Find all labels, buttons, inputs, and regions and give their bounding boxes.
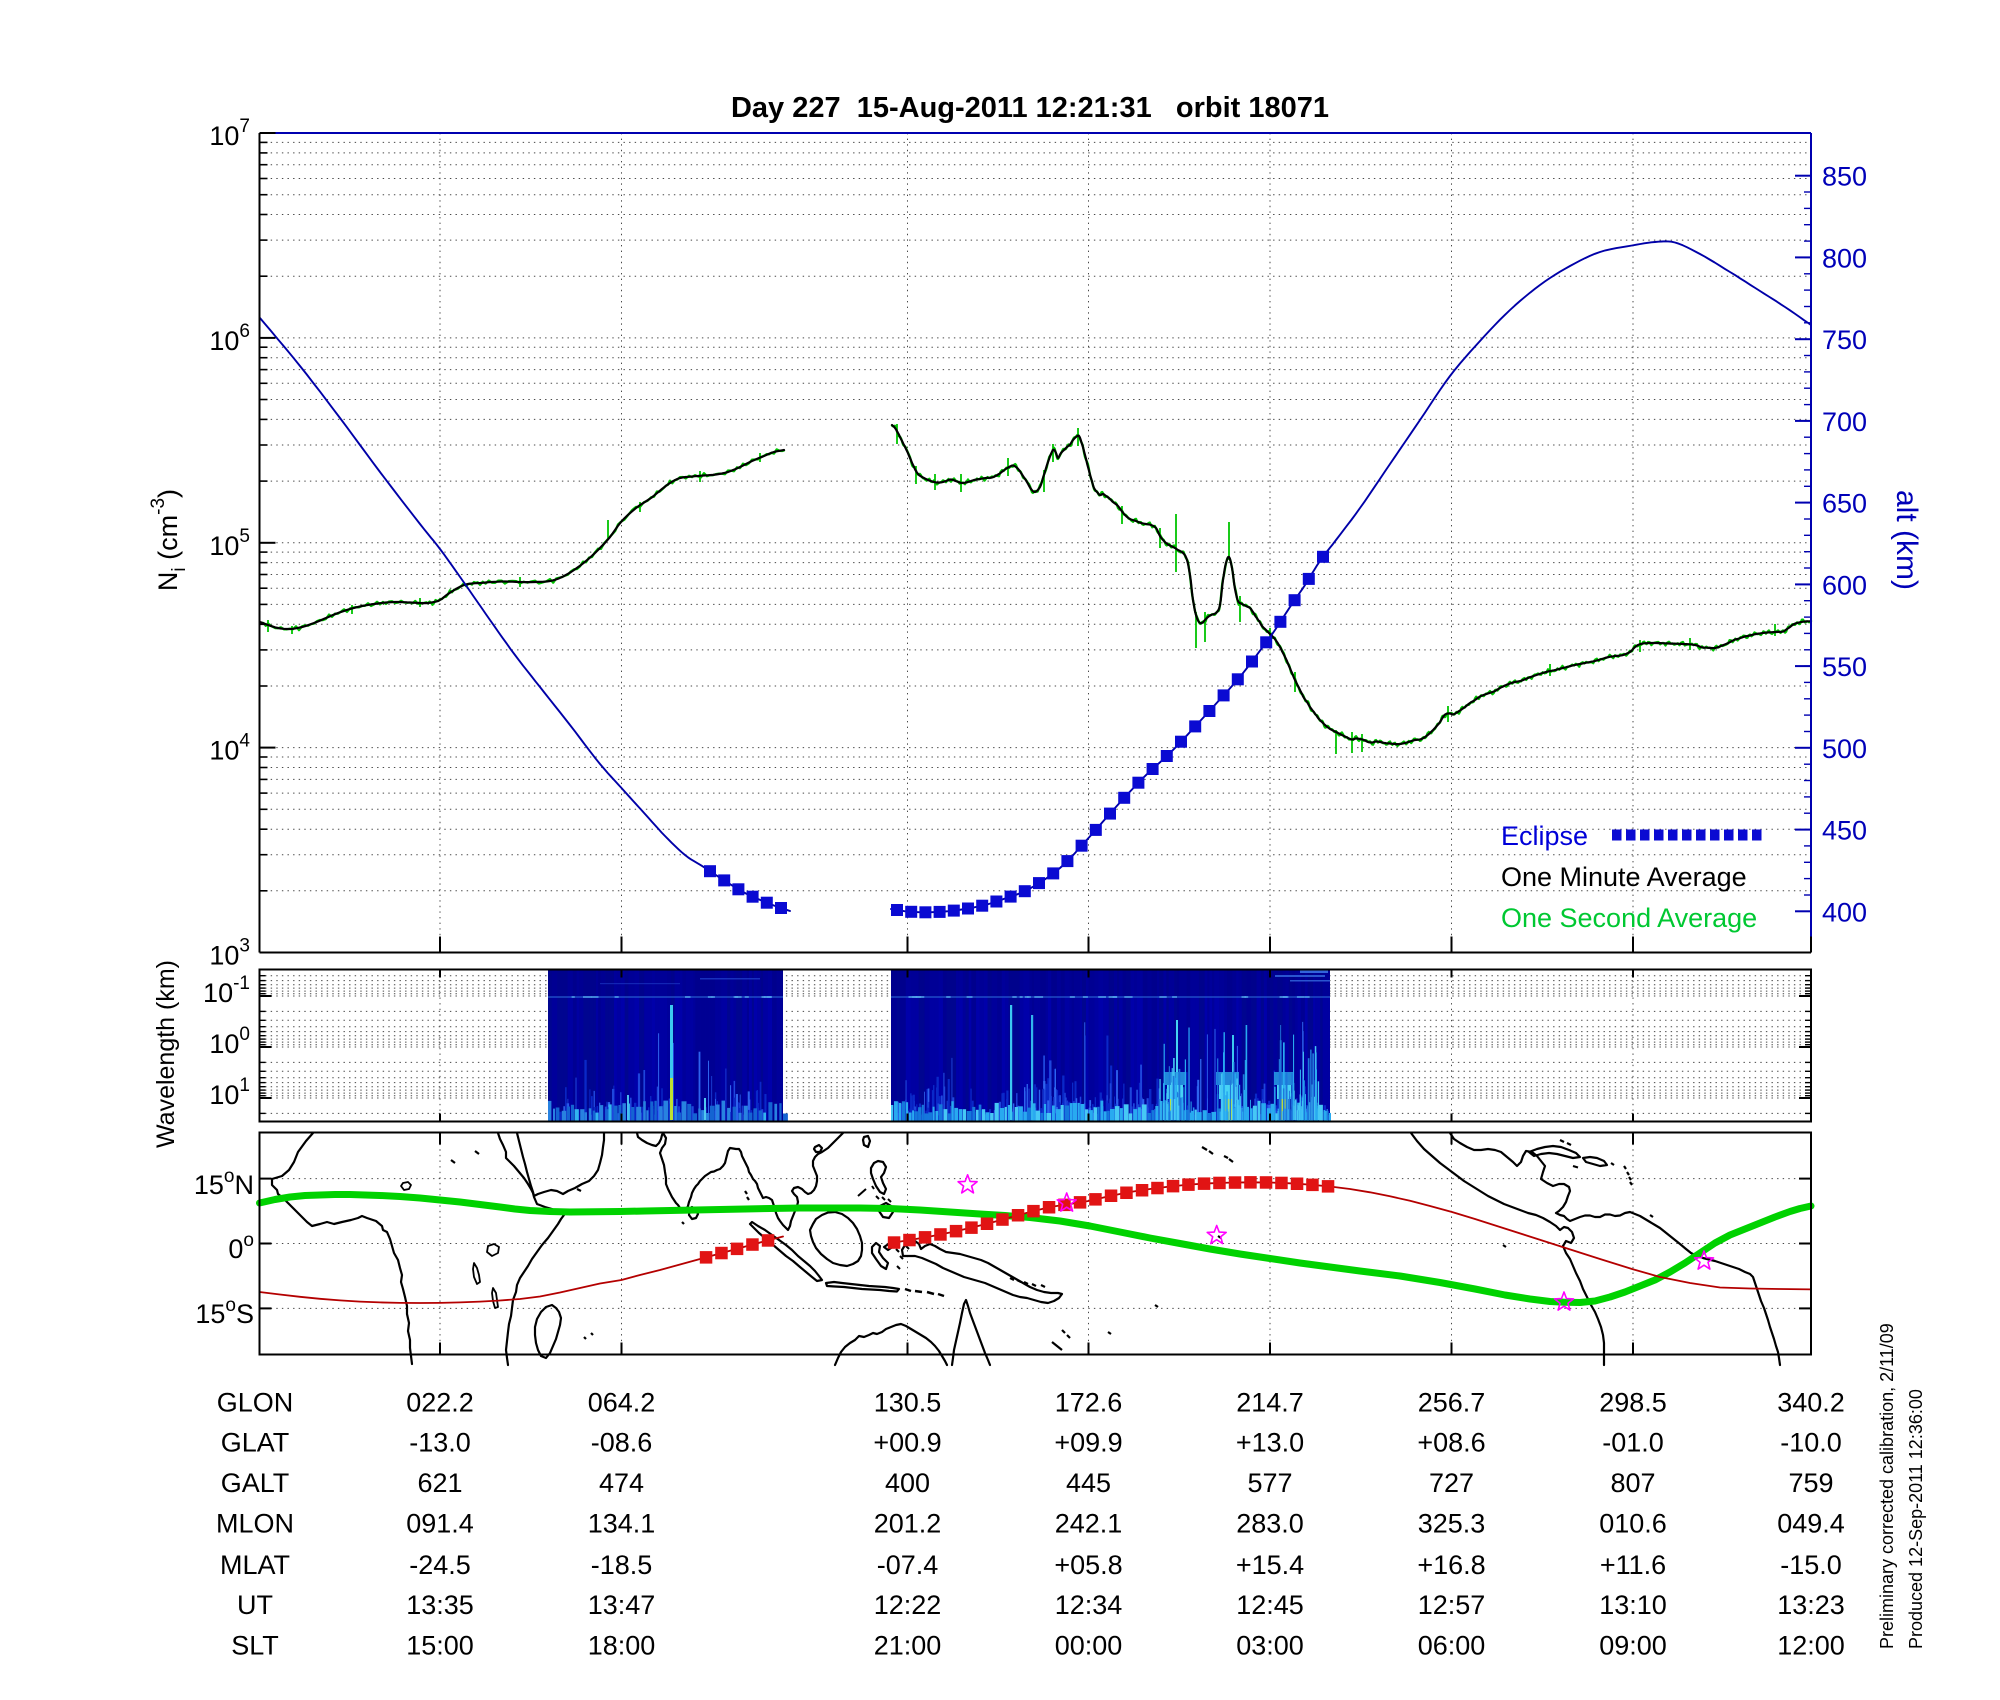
svg-text:13:35: 13:35 <box>406 1590 474 1620</box>
svg-text:GLAT: GLAT <box>221 1427 290 1457</box>
svg-text:850: 850 <box>1822 162 1867 192</box>
svg-text:+00.9: +00.9 <box>873 1427 941 1457</box>
svg-text:450: 450 <box>1822 816 1867 846</box>
svg-text:010.6: 010.6 <box>1599 1509 1667 1539</box>
svg-text:MLAT: MLAT <box>220 1550 290 1580</box>
svg-text:091.4: 091.4 <box>406 1509 474 1539</box>
svg-text:18:00: 18:00 <box>588 1631 656 1661</box>
svg-text:+11.6: +11.6 <box>1600 1550 1666 1580</box>
svg-text:03:00: 03:00 <box>1236 1631 1304 1661</box>
svg-text:500: 500 <box>1822 734 1867 764</box>
svg-text:400: 400 <box>885 1468 930 1498</box>
svg-text:13:47: 13:47 <box>588 1590 656 1620</box>
svg-text:727: 727 <box>1429 1468 1474 1498</box>
svg-text:00:00: 00:00 <box>1055 1631 1123 1661</box>
svg-text:201.2: 201.2 <box>874 1509 942 1539</box>
svg-text:Eclipse: Eclipse <box>1501 821 1588 851</box>
svg-text:12:57: 12:57 <box>1418 1590 1486 1620</box>
svg-text:GLON: GLON <box>217 1388 294 1418</box>
svg-text:-08.6: -08.6 <box>591 1427 653 1457</box>
svg-text:283.0: 283.0 <box>1236 1509 1304 1539</box>
svg-text:13:10: 13:10 <box>1599 1590 1667 1620</box>
svg-text:325.3: 325.3 <box>1418 1509 1486 1539</box>
svg-text:-01.0: -01.0 <box>1602 1427 1664 1457</box>
svg-text:+05.8: +05.8 <box>1054 1550 1122 1580</box>
svg-text:-18.5: -18.5 <box>591 1550 653 1580</box>
svg-text:-13.0: -13.0 <box>409 1427 471 1457</box>
svg-text:15:00: 15:00 <box>406 1631 474 1661</box>
svg-text:Day 227 15-Aug-2011 12:21:31: Day 227 15-Aug-2011 12:21:31 orbit 18071 <box>731 92 1329 124</box>
svg-text:Wavelength (km): Wavelength (km) <box>152 960 180 1148</box>
svg-text:340.2: 340.2 <box>1777 1388 1845 1418</box>
svg-text:750: 750 <box>1822 325 1867 355</box>
svg-text:15oS: 15oS <box>195 1295 254 1329</box>
svg-text:242.1: 242.1 <box>1055 1509 1123 1539</box>
svg-text:400: 400 <box>1822 897 1867 927</box>
svg-text:049.4: 049.4 <box>1777 1509 1845 1539</box>
svg-text:+13.0: +13.0 <box>1236 1427 1304 1457</box>
svg-text:Produced 12-Sep-2011 12:36:00: Produced 12-Sep-2011 12:36:00 <box>1906 1389 1926 1649</box>
svg-text:256.7: 256.7 <box>1418 1388 1486 1418</box>
svg-text:577: 577 <box>1247 1468 1292 1498</box>
svg-text:One Second Average: One Second Average <box>1501 903 1757 933</box>
svg-text:MLON: MLON <box>216 1509 294 1539</box>
svg-text:21:00: 21:00 <box>874 1631 942 1661</box>
svg-text:800: 800 <box>1822 243 1867 273</box>
svg-text:130.5: 130.5 <box>874 1388 942 1418</box>
svg-text:12:34: 12:34 <box>1055 1590 1123 1620</box>
svg-text:759: 759 <box>1788 1468 1833 1498</box>
svg-text:445: 445 <box>1066 1468 1111 1498</box>
svg-text:134.1: 134.1 <box>588 1509 656 1539</box>
svg-text:-07.4: -07.4 <box>877 1550 939 1580</box>
svg-text:600: 600 <box>1822 570 1867 600</box>
svg-text:GALT: GALT <box>221 1468 290 1498</box>
svg-text:807: 807 <box>1610 1468 1655 1498</box>
svg-text:12:00: 12:00 <box>1777 1631 1845 1661</box>
svg-text:+08.6: +08.6 <box>1417 1427 1485 1457</box>
svg-text:298.5: 298.5 <box>1599 1388 1667 1418</box>
svg-text:06:00: 06:00 <box>1418 1631 1486 1661</box>
svg-text:621: 621 <box>417 1468 462 1498</box>
svg-text:172.6: 172.6 <box>1055 1388 1123 1418</box>
svg-text:-10.0: -10.0 <box>1780 1427 1842 1457</box>
svg-text:alt (km): alt (km) <box>1890 490 1923 590</box>
svg-text:09:00: 09:00 <box>1599 1631 1667 1661</box>
svg-text:12:22: 12:22 <box>874 1590 942 1620</box>
svg-text:022.2: 022.2 <box>406 1388 474 1418</box>
svg-text:0o: 0o <box>228 1230 254 1264</box>
svg-text:-24.5: -24.5 <box>409 1550 471 1580</box>
svg-text:474: 474 <box>599 1468 644 1498</box>
svg-text:Preliminary corrected calibrat: Preliminary corrected calibration, 2/11/… <box>1877 1323 1897 1649</box>
svg-text:-15.0: -15.0 <box>1780 1550 1842 1580</box>
svg-text:650: 650 <box>1822 489 1867 519</box>
svg-text:One Minute Average: One Minute Average <box>1501 862 1747 892</box>
svg-text:+15.4: +15.4 <box>1236 1550 1304 1580</box>
svg-text:550: 550 <box>1822 652 1867 682</box>
svg-text:214.7: 214.7 <box>1236 1388 1304 1418</box>
svg-text:+09.9: +09.9 <box>1054 1427 1122 1457</box>
svg-text:+16.8: +16.8 <box>1417 1550 1485 1580</box>
svg-text:700: 700 <box>1822 407 1867 437</box>
svg-text:064.2: 064.2 <box>588 1388 656 1418</box>
svg-text:13:23: 13:23 <box>1777 1590 1845 1620</box>
svg-text:UT: UT <box>237 1590 273 1620</box>
svg-text:SLT: SLT <box>231 1631 279 1661</box>
svg-text:12:45: 12:45 <box>1236 1590 1304 1620</box>
